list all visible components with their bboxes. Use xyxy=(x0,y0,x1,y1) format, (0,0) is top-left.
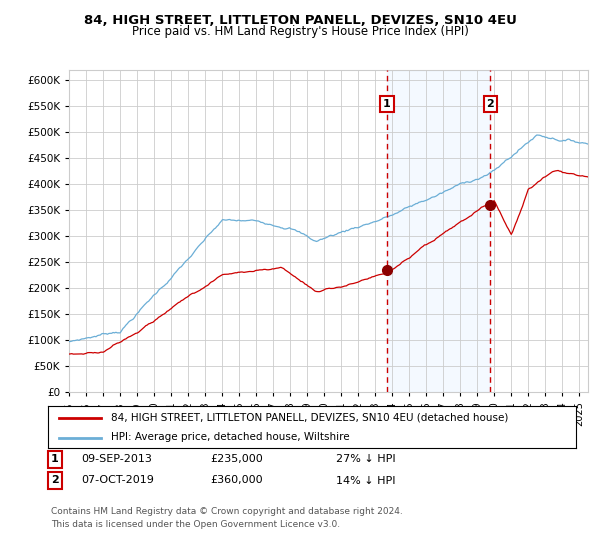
Text: 09-SEP-2013: 09-SEP-2013 xyxy=(81,454,152,464)
Text: 84, HIGH STREET, LITTLETON PANELL, DEVIZES, SN10 4EU (detached house): 84, HIGH STREET, LITTLETON PANELL, DEVIZ… xyxy=(112,413,509,423)
Text: Price paid vs. HM Land Registry's House Price Index (HPI): Price paid vs. HM Land Registry's House … xyxy=(131,25,469,38)
Text: 14% ↓ HPI: 14% ↓ HPI xyxy=(336,475,395,486)
Text: 27% ↓ HPI: 27% ↓ HPI xyxy=(336,454,395,464)
Text: HPI: Average price, detached house, Wiltshire: HPI: Average price, detached house, Wilt… xyxy=(112,432,350,442)
Text: Contains HM Land Registry data © Crown copyright and database right 2024.: Contains HM Land Registry data © Crown c… xyxy=(51,507,403,516)
Text: 2: 2 xyxy=(51,475,59,486)
Text: £360,000: £360,000 xyxy=(210,475,263,486)
Text: 1: 1 xyxy=(383,99,391,109)
Text: This data is licensed under the Open Government Licence v3.0.: This data is licensed under the Open Gov… xyxy=(51,520,340,529)
Text: 2: 2 xyxy=(487,99,494,109)
Text: £235,000: £235,000 xyxy=(210,454,263,464)
Text: 1: 1 xyxy=(51,454,59,464)
Text: 07-OCT-2019: 07-OCT-2019 xyxy=(81,475,154,486)
Text: 84, HIGH STREET, LITTLETON PANELL, DEVIZES, SN10 4EU: 84, HIGH STREET, LITTLETON PANELL, DEVIZ… xyxy=(83,14,517,27)
Bar xyxy=(387,70,490,392)
